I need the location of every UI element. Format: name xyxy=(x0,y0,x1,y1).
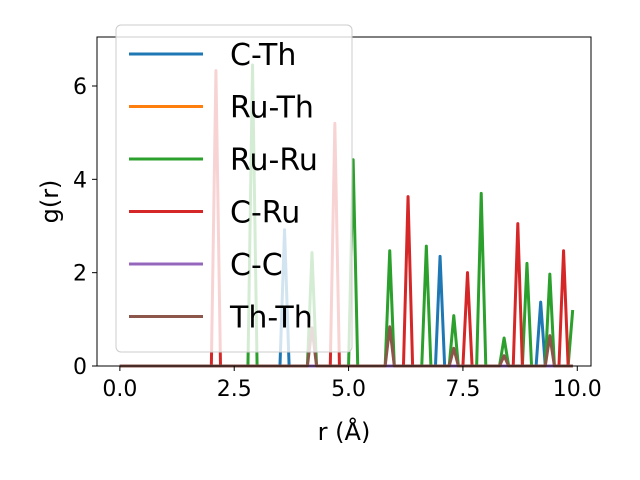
y-tick-label: 4 xyxy=(73,168,87,193)
y-tick-label: 2 xyxy=(73,262,87,287)
legend-label: Ru-Th xyxy=(230,91,314,126)
legend-label: C-Ru xyxy=(230,196,300,231)
y-tick-label: 0 xyxy=(73,355,87,380)
x-tick-label: 2.5 xyxy=(217,377,252,402)
legend-label: Ru-Ru xyxy=(230,143,318,178)
x-axis-label: r (Å) xyxy=(318,417,371,446)
legend: C-Th Ru-Th Ru-Ru C-Ru C-C Th-Th xyxy=(115,24,353,353)
x-tick-label: 10.0 xyxy=(553,377,602,402)
legend-label: C-Th xyxy=(230,38,296,73)
y-axis-ticks: 0 2 4 6 xyxy=(73,75,97,380)
x-axis-ticks: 0.0 2.5 5.0 7.5 10.0 xyxy=(102,366,602,402)
legend-label: C-C xyxy=(230,248,283,283)
x-tick-label: 0.0 xyxy=(102,377,137,402)
y-tick-label: 6 xyxy=(73,75,87,100)
series-line-th-th xyxy=(119,325,573,368)
legend-label: Th-Th xyxy=(229,301,313,336)
x-tick-label: 7.5 xyxy=(445,377,480,402)
x-tick-label: 5.0 xyxy=(331,377,366,402)
y-axis-label: g(r) xyxy=(36,180,64,224)
